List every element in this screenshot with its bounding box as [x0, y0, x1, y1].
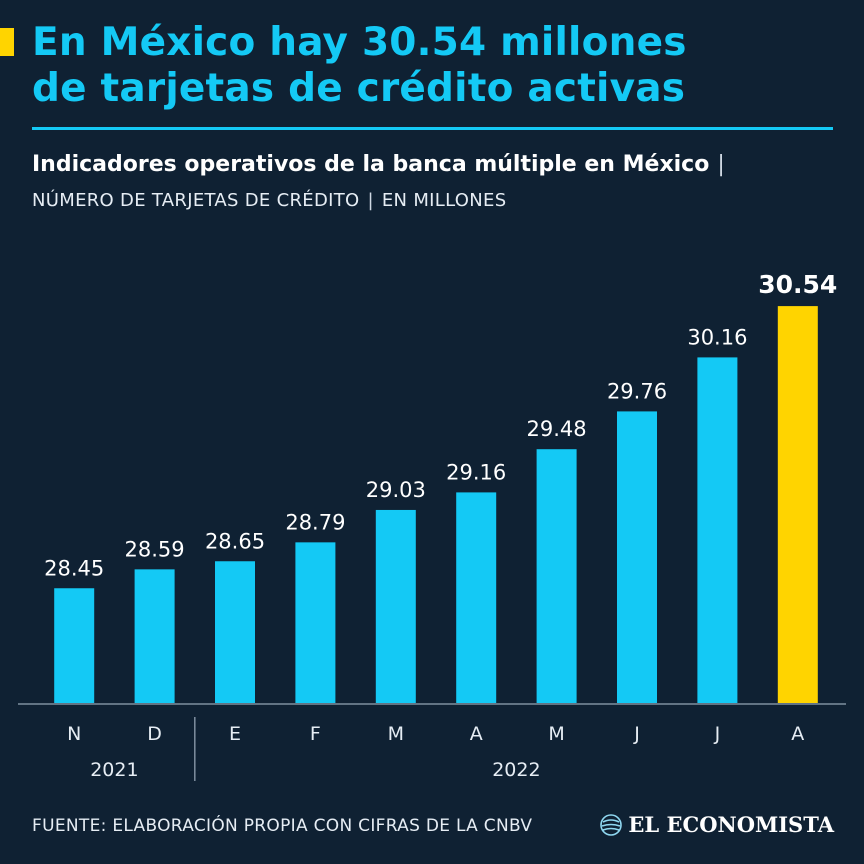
headline-line-2: de tarjetas de crédito activas — [32, 66, 686, 111]
month-label-9: J — [714, 723, 721, 745]
value-label-2: 28.59 — [125, 537, 185, 561]
globe-logo-icon — [600, 813, 623, 836]
chart-units: NÚMERO DE TARJETAS DE CRÉDITO | EN MILLONE… — [32, 190, 852, 211]
value-label-3: 28.65 — [205, 529, 265, 553]
value-label-7: 29.48 — [527, 417, 587, 441]
bar-4 — [295, 542, 336, 703]
value-label-1: 28.45 — [44, 556, 104, 580]
month-label-5: M — [388, 723, 404, 745]
bar-6 — [456, 492, 497, 703]
month-label-6: A — [470, 723, 483, 745]
units-measure: NÚMERO DE TARJETAS DE CRÉDITO — [32, 190, 360, 211]
units-separator: | — [367, 190, 374, 211]
month-label-8: J — [633, 723, 640, 745]
bar-7 — [536, 449, 577, 703]
month-label-3: E — [229, 723, 241, 745]
value-label-5: 29.03 — [366, 478, 426, 502]
month-label-2: D — [147, 723, 162, 745]
bar-10 — [777, 306, 818, 703]
units-scale: EN MILLONES — [381, 190, 507, 211]
headline-line-1: En México hay 30.54 millones — [32, 20, 687, 65]
brand-name: EL ECONOMISTA — [628, 812, 834, 837]
value-label-4: 28.79 — [285, 510, 345, 534]
bar-5 — [375, 509, 416, 703]
source-note: FUENTE: ELABORACIÓN PROPIA CON CIFRAS DE… — [32, 816, 533, 836]
value-label-6: 29.16 — [446, 460, 506, 484]
value-label-10: 30.54 — [758, 270, 837, 299]
brand: EL ECONOMISTA — [600, 812, 834, 837]
year-label-2022: 2022 — [492, 759, 540, 781]
value-label-8: 29.76 — [607, 379, 667, 403]
bar-2 — [134, 569, 175, 703]
headline: En México hay 30.54 millones de tarjetas… — [32, 20, 852, 112]
bar-9 — [697, 357, 738, 703]
title-divider — [32, 127, 833, 130]
month-label-4: F — [310, 723, 321, 745]
bar-chart: 28.45 N 28.59 D 28.65 E 28.79 F 29.03 M 29.16 A 29.4… — [18, 270, 846, 781]
month-label-7: M — [548, 723, 564, 745]
month-label-10: A — [791, 723, 804, 745]
bar-1 — [54, 588, 95, 703]
subtitle-text: Indicadores operativos de la banca múlti… — [32, 152, 710, 177]
chart-subtitle: Indicadores operativos de la banca múlti… — [32, 152, 852, 177]
accent-block — [0, 28, 14, 56]
month-label-1: N — [67, 723, 81, 745]
bar-8 — [617, 411, 657, 703]
subtitle-separator: | — [717, 152, 725, 177]
value-label-9: 30.16 — [687, 325, 747, 349]
year-label-2021: 2021 — [90, 759, 138, 781]
bar-3 — [215, 561, 255, 703]
